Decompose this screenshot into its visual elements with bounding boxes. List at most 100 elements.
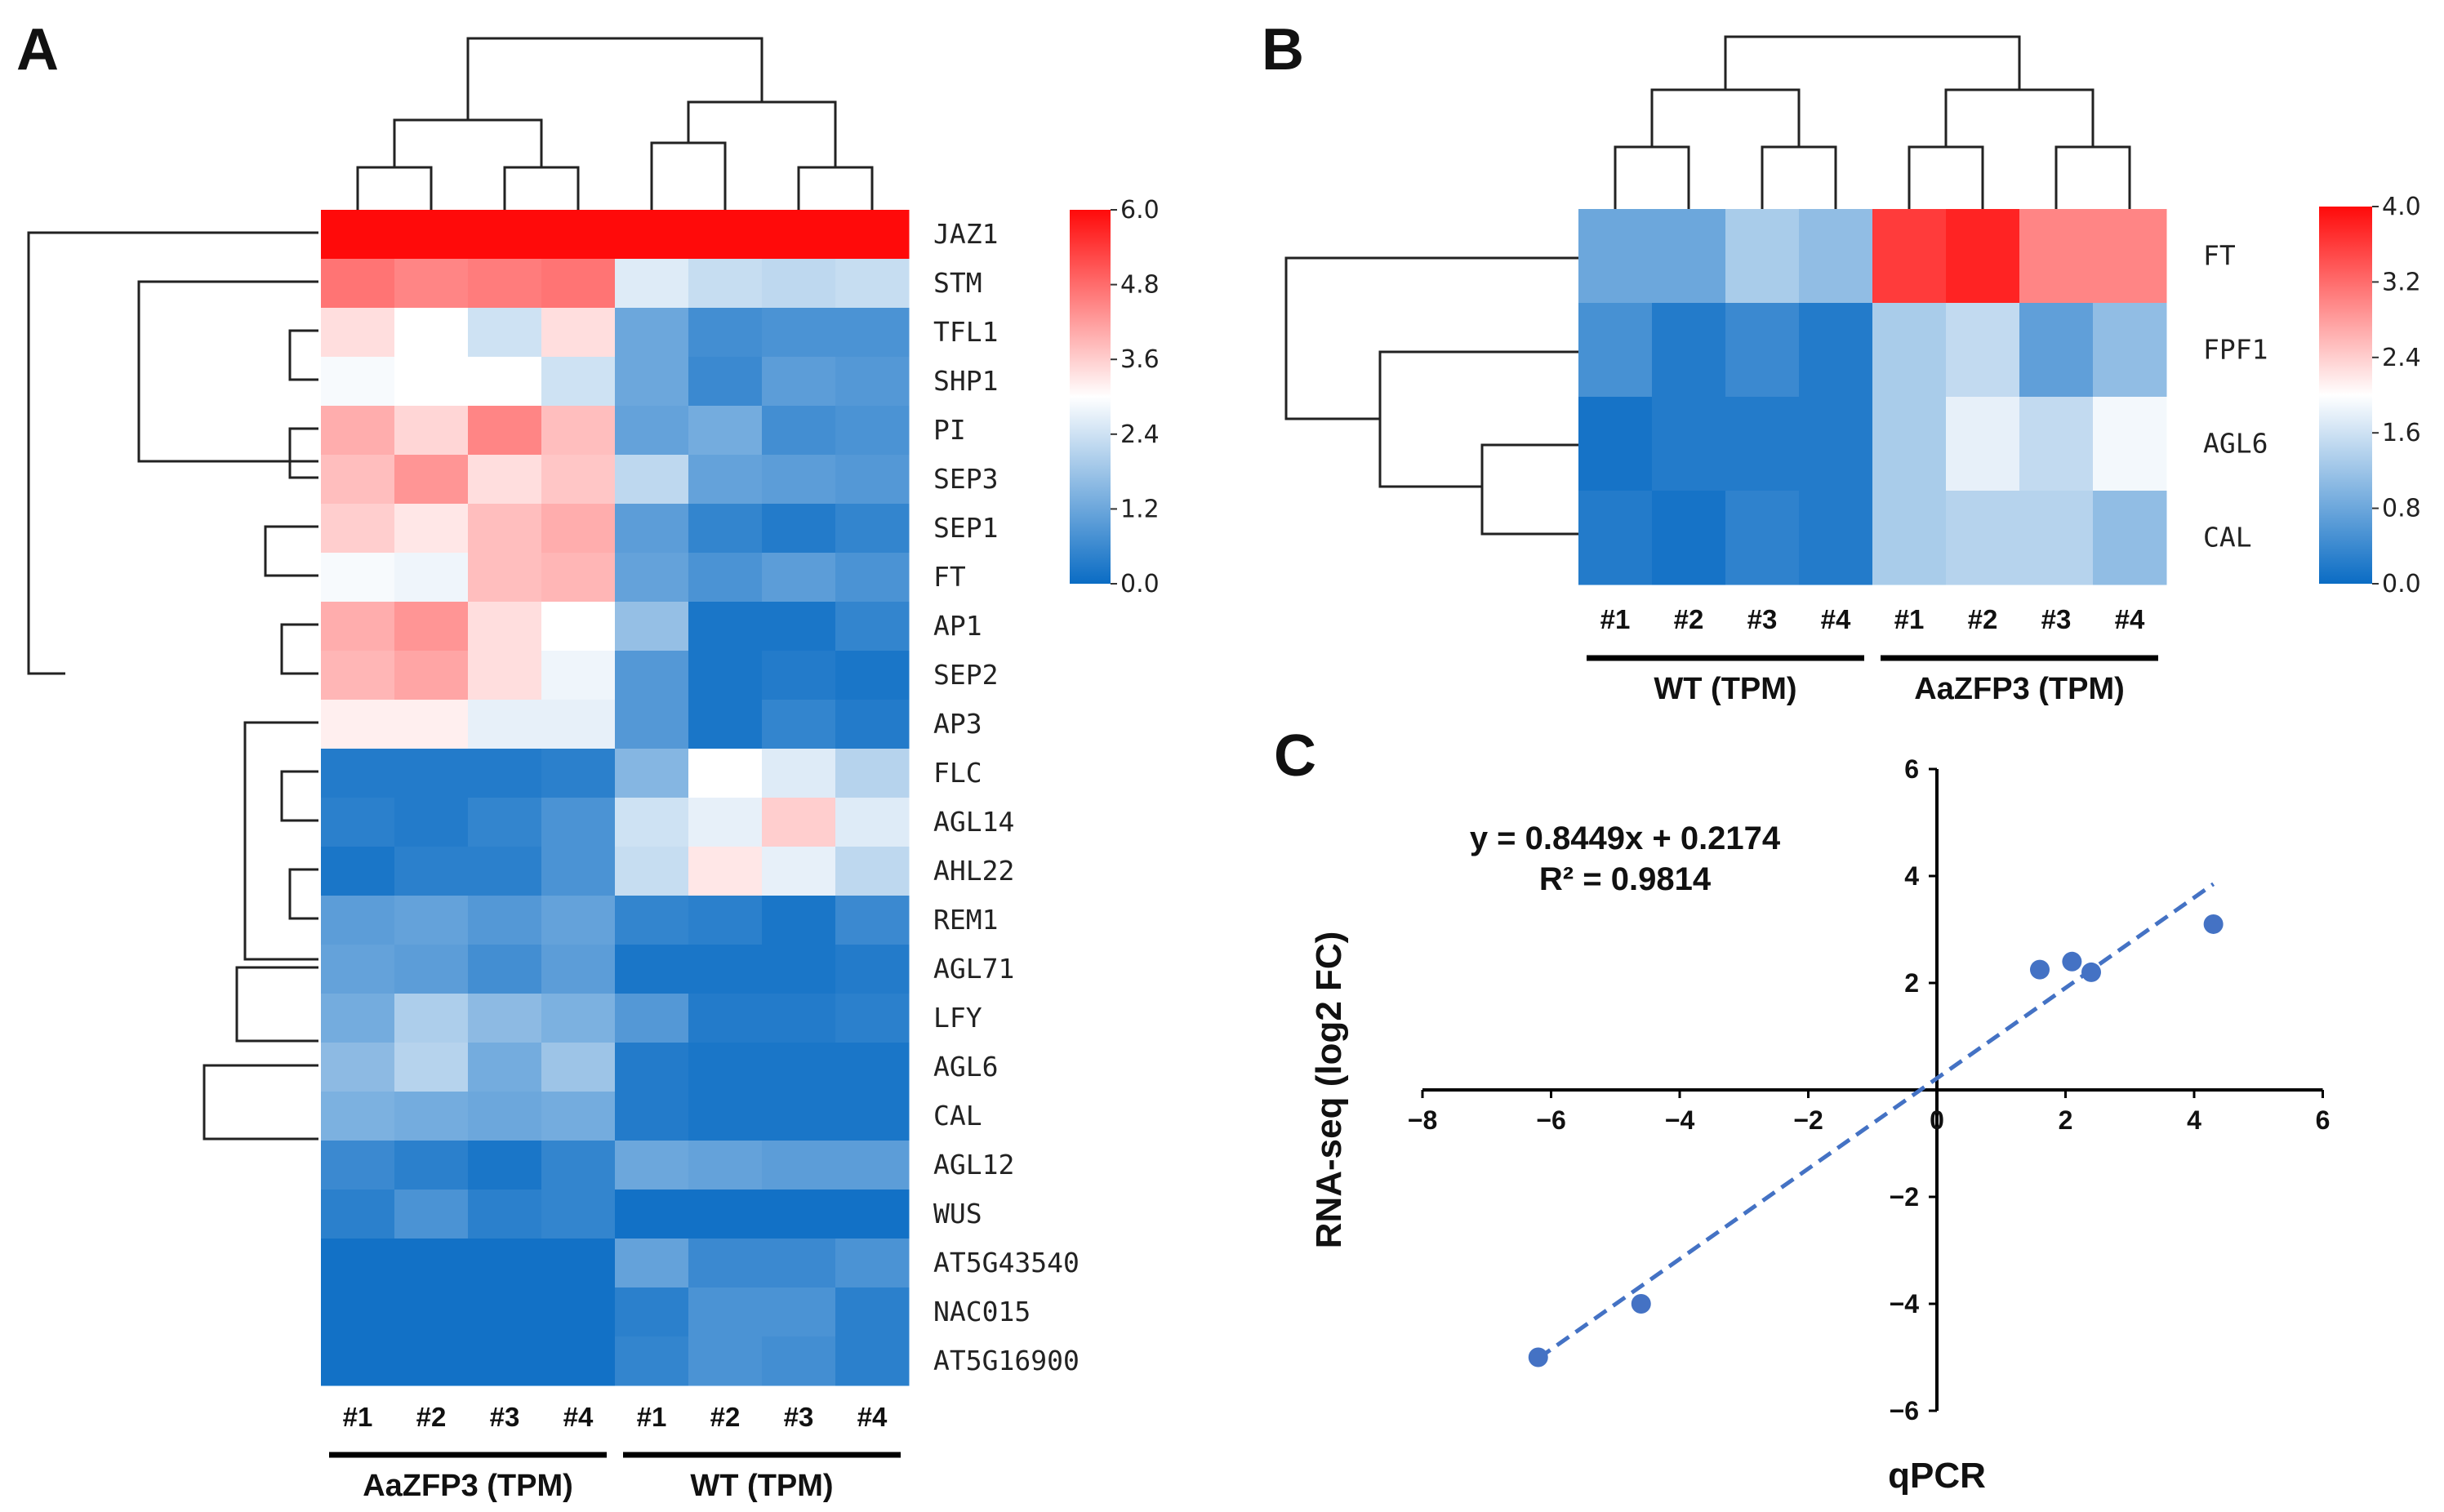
x-tick-label: −4 [1665, 1105, 1695, 1135]
heatmap-a-cell-AP1-8 [835, 602, 910, 651]
heatmap-a-cell-WUS-7 [762, 1190, 836, 1239]
colorbar-tick-label: 3.6 [1120, 345, 1160, 374]
heatmap-a-cell-AP3-8 [835, 700, 910, 749]
sample-label: #4 [563, 1402, 594, 1432]
heatmap-a-cell-SEP1-2 [394, 504, 469, 554]
heatmap-a-cell-LFY-6 [688, 994, 763, 1043]
heatmap-b-cell-FT-8 [2093, 209, 2167, 304]
heatmap-a-cell-AT5G43540-1 [321, 1239, 395, 1288]
heatmap-a-cell-AGL6-1 [321, 1043, 395, 1092]
heatmap-a-row-dendrogram [27, 231, 318, 1141]
sample-label: #4 [857, 1402, 888, 1432]
heatmap-a-cell-STM-3 [468, 259, 542, 309]
heatmap-b-cells [1578, 209, 2167, 585]
y-tick-label: −4 [1890, 1289, 1920, 1319]
heatmap-a-cell-AGL12-7 [762, 1141, 836, 1190]
y-tick-label: −2 [1890, 1182, 1919, 1212]
heatmap-b-cell-FPF1-7 [2019, 303, 2094, 398]
gene-label: AGL6 [933, 1051, 998, 1083]
group-label: WT (TPM) [1654, 672, 1796, 706]
gene-label: REM1 [933, 904, 998, 936]
heatmap-a-cell-REM1-3 [468, 896, 542, 945]
heatmap-a-cell-AGL12-8 [835, 1141, 910, 1190]
colorbar-tick-label: 0.8 [2382, 495, 2421, 523]
sample-label: #3 [490, 1402, 520, 1432]
x-tick-label: −6 [1536, 1105, 1565, 1135]
scatter-point [1631, 1294, 1651, 1314]
heatmap-a-cell-AT5G43540-7 [762, 1239, 836, 1288]
heatmap-a-cell-JAZ1-3 [468, 210, 542, 260]
heatmap-b-gene-labels: FT FPF1 AGL6 CAL [2203, 240, 2268, 554]
heatmap-b-cell-FT-5 [1872, 209, 1947, 304]
colorbar-tick-label: 3.2 [2382, 268, 2421, 296]
heatmap-a-cell-AGL6-4 [541, 1043, 616, 1092]
heatmap-a-cell-AHL22-1 [321, 847, 395, 896]
heatmap-a-cell-AGL71-8 [835, 945, 910, 994]
heatmap-a-cell-PI-8 [835, 406, 910, 456]
gene-label: AGL6 [2203, 428, 2268, 460]
heatmap-a-cell-AGL12-1 [321, 1141, 395, 1190]
heatmap-a-cell-SEP2-6 [688, 651, 763, 700]
heatmap-a-cell-LFY-1 [321, 994, 395, 1043]
x-tick-label: 0 [1930, 1105, 1944, 1135]
heatmap-b-cell-FPF1-5 [1872, 303, 1947, 398]
heatmap-a-cell-CAL-5 [615, 1092, 689, 1141]
heatmap-a-cell-SHP1-7 [762, 357, 836, 407]
gene-label: CAL [933, 1100, 982, 1132]
scatter-c-axes [1421, 767, 2324, 1412]
heatmap-a-cell-SEP2-4 [541, 651, 616, 700]
gene-label: FLC [933, 757, 982, 789]
heatmap-a-cell-TFL1-3 [468, 308, 542, 358]
heatmap-a-cell-AT5G43540-8 [835, 1239, 910, 1288]
heatmap-a-cell-JAZ1-8 [835, 210, 910, 260]
sample-label: #1 [1894, 604, 1925, 634]
heatmap-a-cell-FLC-2 [394, 749, 469, 798]
sample-label: #3 [784, 1402, 814, 1432]
gene-label: SHP1 [933, 365, 998, 397]
heatmap-b-cell-CAL-3 [1725, 491, 1800, 585]
colorbar-tick-label: 1.6 [2382, 419, 2421, 447]
heatmap-a-cell-AP3-6 [688, 700, 763, 749]
heatmap-a-cell-NAC015-6 [688, 1287, 763, 1337]
sample-label: #2 [710, 1402, 741, 1432]
heatmap-b-row-dendrogram [1284, 256, 1578, 536]
y-tick-label: 6 [1904, 754, 1919, 784]
heatmap-a-cell-AGL6-6 [688, 1043, 763, 1092]
heatmap-a-cell-REM1-1 [321, 896, 395, 945]
gene-label: SEP2 [933, 659, 998, 691]
heatmap-a-cell-REM1-6 [688, 896, 763, 945]
heatmap-a-cell-AGL14-6 [688, 798, 763, 847]
heatmap-a-cell-JAZ1-7 [762, 210, 836, 260]
heatmap-b-cell-AGL6-4 [1799, 397, 1873, 491]
heatmap-a-cell-LFY-3 [468, 994, 542, 1043]
scatter-point [2062, 951, 2082, 972]
heatmap-a-cell-TFL1-2 [394, 308, 469, 358]
heatmap-a-cell-AP3-1 [321, 700, 395, 749]
heatmap-b-cell-FT-2 [1652, 209, 1726, 304]
heatmap-a-cell-AP1-5 [615, 602, 689, 651]
heatmap-a: JAZ1 STM TFL1 SHP1 PI SEP3 SEP1 FT AP1 SEP2 AP3 FLC… [27, 37, 1160, 1503]
heatmap-a-cells [321, 210, 910, 1386]
heatmap-a-cell-AT5G16900-6 [688, 1336, 763, 1386]
heatmap-a-cell-SHP1-8 [835, 357, 910, 407]
heatmap-a-cell-AGL6-5 [615, 1043, 689, 1092]
heatmap-a-cell-AGL71-6 [688, 945, 763, 994]
sample-label: #4 [2115, 604, 2145, 634]
heatmap-a-cell-WUS-4 [541, 1190, 616, 1239]
heatmap-a-cell-SEP2-3 [468, 651, 542, 700]
gene-label: AGL71 [933, 953, 1014, 985]
heatmap-a-cell-SHP1-3 [468, 357, 542, 407]
heatmap-a-cell-SEP1-3 [468, 504, 542, 554]
heatmap-a-cell-JAZ1-4 [541, 210, 616, 260]
gene-label: AGL14 [933, 806, 1014, 838]
heatmap-a-cell-SEP2-1 [321, 651, 395, 700]
heatmap-a-cell-CAL-8 [835, 1092, 910, 1141]
heatmap-a-cell-NAC015-1 [321, 1287, 395, 1337]
heatmap-a-cell-WUS-2 [394, 1190, 469, 1239]
scatter-c-points [1528, 914, 2224, 1367]
heatmap-a-cell-REM1-4 [541, 896, 616, 945]
sample-label: #1 [343, 1402, 373, 1432]
heatmap-a-cell-SEP3-5 [615, 455, 689, 505]
heatmap-a-cell-STM-4 [541, 259, 616, 309]
sample-label: #3 [2041, 604, 2072, 634]
